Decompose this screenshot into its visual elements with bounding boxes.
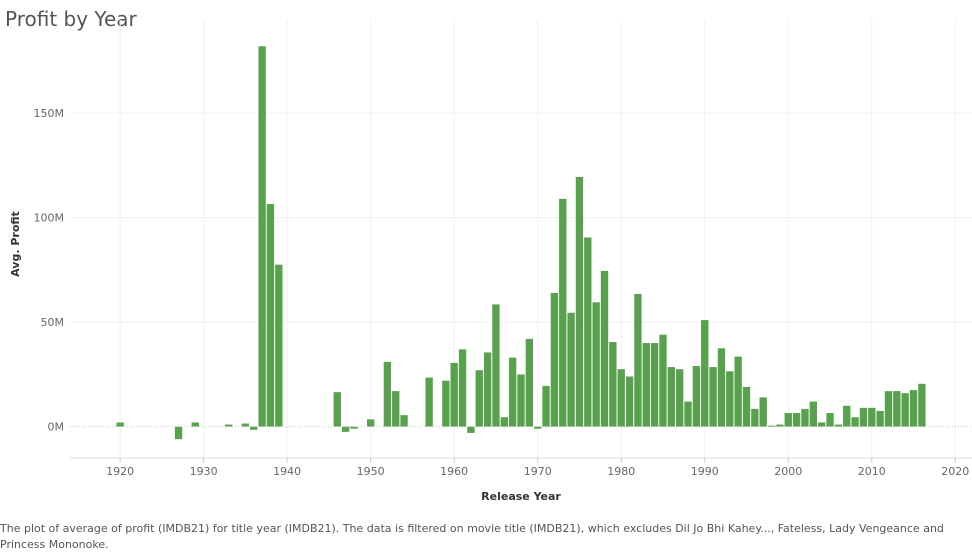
bar[interactable] bbox=[884, 391, 893, 427]
bar[interactable] bbox=[817, 422, 826, 427]
bar[interactable] bbox=[776, 424, 784, 427]
bar[interactable] bbox=[843, 405, 851, 427]
bar[interactable] bbox=[859, 407, 868, 427]
bar[interactable] bbox=[634, 293, 642, 427]
bar[interactable] bbox=[450, 362, 458, 427]
bar[interactable] bbox=[191, 422, 199, 427]
bar[interactable] bbox=[784, 413, 792, 427]
bar[interactable] bbox=[517, 374, 525, 427]
x-tick-label: 1960 bbox=[440, 465, 468, 478]
bar[interactable] bbox=[559, 198, 567, 427]
bar[interactable] bbox=[542, 385, 550, 427]
y-tick-label: 50M bbox=[41, 316, 65, 329]
bar[interactable] bbox=[266, 204, 275, 427]
bar-layer bbox=[116, 46, 926, 440]
bar[interactable] bbox=[709, 367, 717, 427]
x-tick-label: 1930 bbox=[190, 465, 218, 478]
x-tick-label: 1970 bbox=[524, 465, 552, 478]
bar[interactable] bbox=[676, 369, 684, 427]
chart-caption: The plot of average of profit (IMDB21) f… bbox=[0, 522, 944, 551]
x-tick-label: 2000 bbox=[774, 465, 802, 478]
bar[interactable] bbox=[116, 422, 124, 427]
bar[interactable] bbox=[751, 408, 759, 427]
y-axis-label: Avg. Profit bbox=[9, 211, 22, 277]
bar[interactable] bbox=[250, 426, 258, 430]
bar[interactable] bbox=[275, 264, 283, 427]
x-axis-label: Release Year bbox=[481, 490, 561, 503]
bar[interactable] bbox=[241, 423, 250, 427]
bar[interactable] bbox=[826, 413, 834, 427]
axis-layer: 1920 1930 1940 1950 1960 1970 1980 1990 2000 2010… bbox=[34, 107, 972, 478]
bar[interactable] bbox=[726, 371, 734, 427]
bar[interactable] bbox=[801, 408, 809, 427]
x-tick-label: 1980 bbox=[607, 465, 635, 478]
x-tick-label: 1940 bbox=[273, 465, 301, 478]
y-tick-label: 150M bbox=[34, 107, 65, 120]
bar[interactable] bbox=[759, 397, 767, 427]
bar[interactable] bbox=[225, 424, 233, 427]
bar[interactable] bbox=[901, 393, 909, 427]
x-tick-label: 1990 bbox=[691, 465, 719, 478]
bar[interactable] bbox=[458, 349, 467, 427]
bar[interactable] bbox=[333, 392, 341, 427]
bar[interactable] bbox=[734, 356, 742, 427]
bar[interactable] bbox=[567, 312, 575, 427]
bar[interactable] bbox=[350, 426, 358, 429]
bar[interactable] bbox=[650, 343, 659, 427]
bar[interactable] bbox=[575, 176, 584, 427]
bar[interactable] bbox=[851, 417, 859, 427]
bar[interactable] bbox=[534, 426, 542, 429]
bar[interactable] bbox=[366, 419, 375, 427]
bar[interactable] bbox=[500, 417, 508, 427]
bar[interactable] bbox=[400, 415, 408, 427]
bar[interactable] bbox=[483, 352, 492, 427]
bar[interactable] bbox=[692, 366, 701, 427]
bar[interactable] bbox=[684, 401, 692, 427]
grid-layer bbox=[70, 20, 972, 458]
bar[interactable] bbox=[893, 391, 901, 427]
x-tick-label: 2010 bbox=[858, 465, 886, 478]
bar[interactable] bbox=[383, 361, 392, 427]
bar[interactable] bbox=[717, 348, 726, 427]
bar[interactable] bbox=[834, 424, 843, 427]
bar[interactable] bbox=[868, 407, 876, 427]
chart-title: Profit by Year bbox=[5, 7, 137, 31]
x-tick-label: 1920 bbox=[106, 465, 134, 478]
bar[interactable] bbox=[174, 426, 183, 440]
x-tick-label: 2020 bbox=[941, 465, 969, 478]
bar-chart: 1920 1930 1940 1950 1960 1970 1980 1990 2000 2010… bbox=[9, 20, 972, 503]
bar[interactable] bbox=[392, 391, 400, 427]
bar[interactable] bbox=[442, 380, 450, 427]
bar[interactable] bbox=[809, 401, 817, 427]
bar[interactable] bbox=[492, 304, 500, 427]
bar[interactable] bbox=[425, 377, 433, 427]
bar[interactable] bbox=[742, 386, 751, 427]
bar[interactable] bbox=[550, 292, 559, 427]
bar[interactable] bbox=[508, 357, 517, 427]
bar[interactable] bbox=[909, 390, 918, 427]
bar[interactable] bbox=[918, 383, 926, 427]
bar[interactable] bbox=[609, 342, 617, 427]
bar[interactable] bbox=[467, 426, 475, 433]
bar[interactable] bbox=[592, 302, 600, 427]
y-tick-label: 0M bbox=[48, 421, 65, 434]
bar[interactable] bbox=[767, 425, 776, 427]
bar[interactable] bbox=[642, 343, 650, 427]
bar[interactable] bbox=[258, 46, 266, 427]
bar[interactable] bbox=[525, 338, 534, 427]
x-tick-label: 1950 bbox=[357, 465, 385, 478]
bar[interactable] bbox=[701, 320, 709, 427]
bar[interactable] bbox=[600, 270, 609, 427]
bar[interactable] bbox=[475, 370, 483, 427]
bar[interactable] bbox=[584, 237, 592, 427]
bar[interactable] bbox=[876, 410, 884, 427]
bar[interactable] bbox=[341, 426, 350, 432]
y-tick-label: 100M bbox=[34, 212, 65, 225]
bar[interactable] bbox=[659, 334, 667, 427]
bar[interactable] bbox=[667, 367, 676, 427]
bar[interactable] bbox=[625, 376, 634, 427]
bar[interactable] bbox=[792, 413, 801, 427]
bar[interactable] bbox=[617, 369, 625, 427]
